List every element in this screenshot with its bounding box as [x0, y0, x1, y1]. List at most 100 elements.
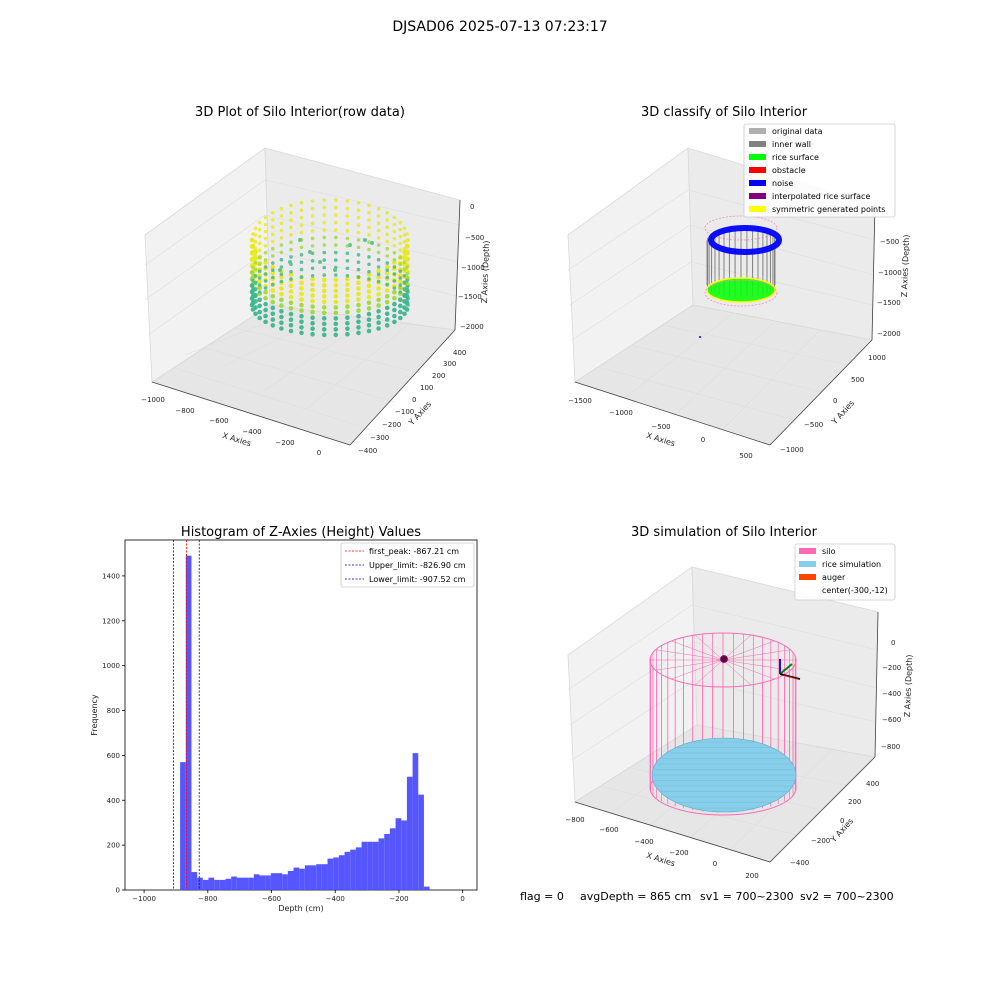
sim-x-tick: −800 [565, 816, 584, 824]
raw-point [376, 286, 381, 291]
raw-point [334, 235, 338, 240]
legend-swatch-auger [799, 574, 816, 580]
raw-point [392, 286, 397, 290]
histogram-bar [253, 874, 260, 890]
raw-point [392, 260, 397, 265]
histogram-bar [185, 555, 192, 890]
histogram-bar [316, 864, 322, 890]
histogram-bar [242, 877, 249, 890]
raw-point [253, 226, 258, 230]
raw-point [366, 317, 372, 323]
raw-point [271, 246, 275, 251]
raw-point [333, 305, 339, 310]
raw-point [348, 243, 352, 247]
histogram-bar [321, 864, 328, 890]
raw-z-tick: −2000 [460, 323, 484, 331]
raw-point [299, 230, 304, 235]
legend-label-interpolated: interpolated rice surface [772, 192, 870, 201]
raw-point [398, 227, 403, 232]
raw-point [356, 297, 361, 302]
raw-x-tick: −800 [175, 407, 194, 415]
legend-label-first-peak: first_peak: -867.21 cm [369, 547, 459, 556]
raw-point [321, 305, 327, 310]
raw-point [321, 332, 327, 338]
raw-point [367, 210, 371, 215]
silo-top-ring [649, 632, 797, 688]
hist-y-tick-label: 800 [107, 707, 120, 715]
raw-y-tick: 400 [453, 349, 466, 357]
silo-roof-spoke [722, 640, 775, 661]
raw-point [271, 218, 275, 222]
cls-legend-box [743, 123, 896, 218]
sim-z-ticks: 0 −200 −400 −600 −800 [881, 639, 901, 751]
raw-point [321, 288, 327, 294]
sim-x-tick: −200 [669, 849, 688, 857]
cls-z-axis-line [871, 204, 876, 341]
cls-z-tick: −2000 [877, 330, 901, 338]
raw-point [385, 261, 390, 265]
raw-point [356, 223, 361, 227]
legend-swatch-noise [749, 180, 766, 186]
raw-point [279, 279, 284, 284]
raw-point [253, 311, 258, 317]
raw-point [356, 330, 361, 336]
status-sv1: sv1 = 700~2300 [700, 890, 794, 903]
raw-point [384, 288, 390, 293]
raw-point [310, 221, 315, 226]
cls-x-tick: −1500 [568, 397, 592, 405]
raw-point [376, 221, 381, 226]
raw-point [376, 274, 381, 280]
raw-point [385, 282, 390, 287]
histogram-bar [338, 855, 345, 890]
histogram-bar [197, 877, 203, 890]
histogram-bar [231, 876, 237, 890]
raw-point [392, 236, 397, 241]
legend-swatch-silo [799, 548, 816, 554]
raw-point [288, 294, 294, 300]
histogram-bar [304, 865, 311, 890]
raw-point [345, 214, 350, 218]
raw-point [310, 293, 315, 298]
status-line: flag = 0 avgDepth = 865 cm sv1 = 700~230… [520, 890, 894, 903]
hist-title: Histogram of Z-Axies (Height) Values [181, 525, 421, 540]
raw-point [288, 328, 294, 334]
silo-roof-spoke [722, 659, 775, 680]
cls-noise-band [708, 225, 782, 255]
sim-legend-box [794, 543, 896, 601]
raw-point [405, 232, 409, 236]
raw-point [345, 276, 350, 282]
raw-point [279, 314, 284, 320]
raw-point [299, 302, 304, 308]
hist-plot-area [124, 539, 478, 891]
raw-point [402, 255, 407, 261]
raw-point [405, 292, 409, 296]
raw-point [299, 308, 304, 313]
legend-label-inner-wall: inner wall [772, 140, 811, 149]
histogram-bar [401, 820, 407, 890]
status-avg-depth: avgDepth = 865 cm [580, 890, 691, 903]
raw-point [299, 208, 304, 212]
raw-point [402, 274, 407, 278]
raw-point [345, 326, 350, 332]
raw-point [366, 300, 372, 306]
sim-x-ticks: −800 −600 −400 −200 0 200 [565, 816, 758, 880]
raw-point [310, 274, 315, 278]
raw-point [263, 272, 268, 276]
raw-point [288, 272, 294, 277]
legend-label-upper-limit: Upper_limit: -826.90 cm [369, 561, 466, 570]
legend-label-center: center(-300,-12) [822, 586, 888, 595]
raw-point [333, 316, 339, 321]
raw-point [289, 255, 293, 259]
raw-point [398, 255, 403, 260]
raw-point [253, 294, 258, 299]
raw-point [345, 259, 350, 263]
raw-point [385, 218, 390, 222]
raw-point [322, 228, 327, 232]
raw-point [289, 247, 293, 252]
raw-point [392, 295, 397, 301]
raw-point [251, 278, 255, 283]
raw-point [367, 240, 371, 244]
sim-z-tick: −200 [882, 664, 901, 672]
legend-swatch-inner-wall [749, 141, 766, 147]
raw-point [392, 215, 397, 220]
